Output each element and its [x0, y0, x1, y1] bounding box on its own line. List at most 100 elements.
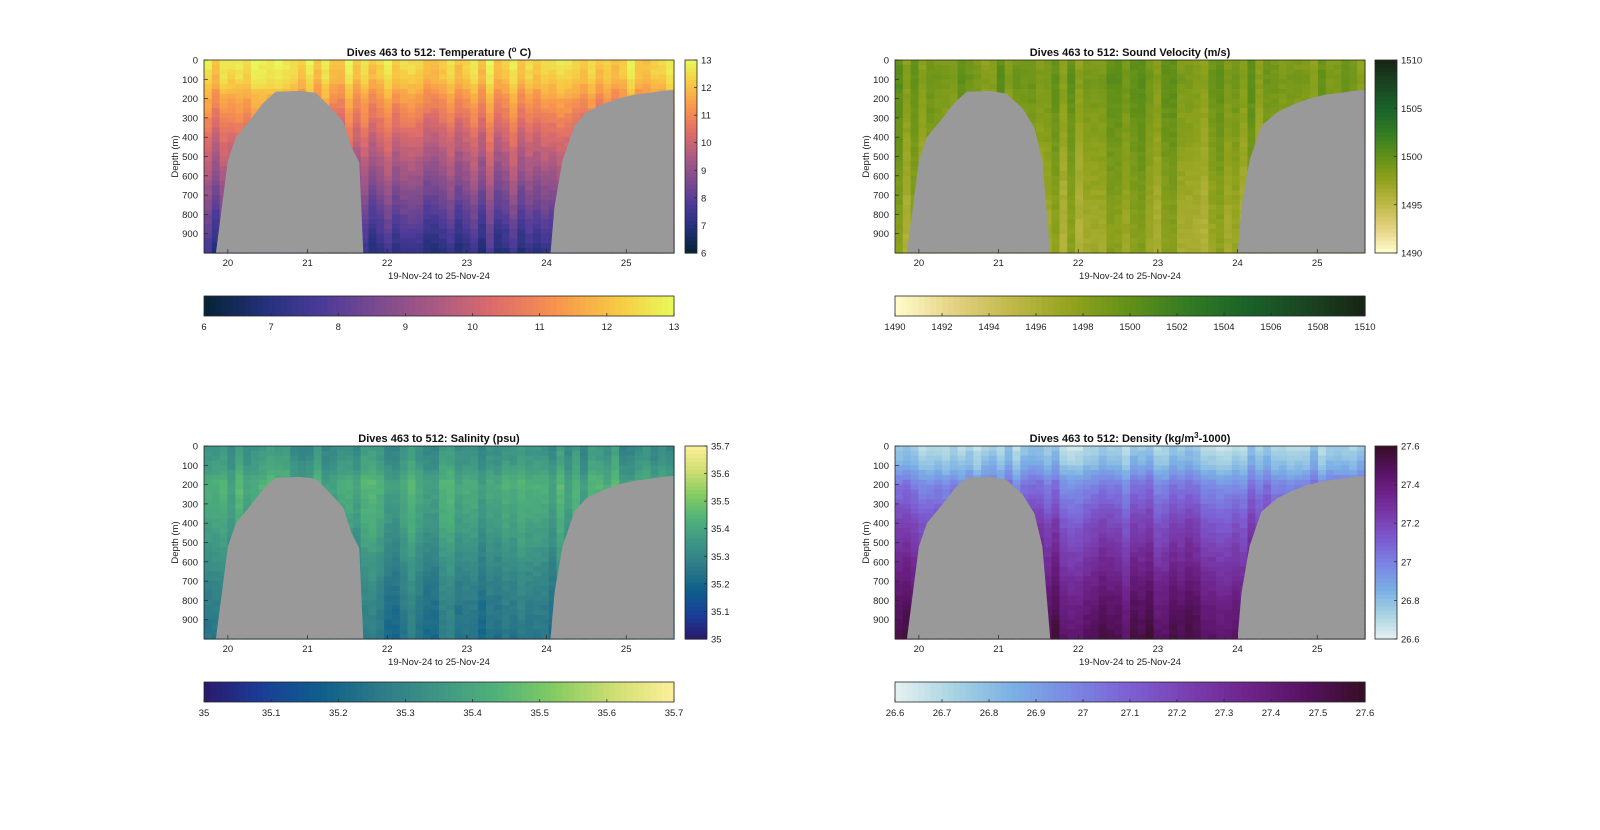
heatmap-cell [1028, 98, 1037, 105]
heatmap-cell [1161, 103, 1170, 109]
heatmap-cell [1325, 74, 1335, 80]
heatmap-cell [942, 103, 951, 109]
heatmap-cell [439, 74, 448, 80]
heatmap-cell [486, 88, 495, 95]
colorbar-swatch [685, 124, 697, 129]
heatmap-cell [533, 175, 542, 182]
heatmap-cell [486, 127, 495, 133]
heatmap-cell [266, 88, 276, 95]
heatmap-cell [1224, 199, 1233, 206]
heatmap-cell [384, 175, 393, 182]
heatmap-cell [423, 233, 432, 240]
heatmap-cell [926, 113, 935, 119]
heatmap-cell [556, 98, 565, 105]
heatmap-cell [368, 69, 377, 76]
heatmap-cell [926, 74, 935, 80]
heatmap-cell [1224, 161, 1233, 167]
heatmap-cell [470, 74, 479, 80]
heatmap-cell [431, 117, 440, 124]
heatmap-cell [423, 146, 432, 153]
heatmap-cell [423, 93, 432, 100]
heatmap-cell [1122, 190, 1131, 196]
heatmap-cell [227, 79, 236, 85]
heatmap-cell [1114, 93, 1123, 100]
heatmap-cell [266, 69, 276, 76]
heatmap-cell [454, 209, 464, 215]
heatmap-cell [1145, 60, 1155, 66]
heatmap-cell [1294, 93, 1303, 100]
colorbar-swatch [450, 296, 458, 316]
heatmap-cell [219, 93, 229, 100]
heatmap-cell [587, 98, 597, 105]
heatmap-cell [454, 248, 464, 254]
heatmap-cell [321, 60, 330, 66]
heatmap-cell [1067, 132, 1076, 138]
heatmap-cell [1192, 248, 1202, 254]
heatmap-cell [1224, 69, 1233, 76]
heatmap-cell [895, 69, 904, 76]
heatmap-cell [376, 195, 385, 201]
heatmap-cell [462, 219, 471, 225]
heatmap-cell [1310, 64, 1319, 71]
heatmap-cell [1051, 93, 1061, 100]
heatmap-cell [1239, 151, 1249, 158]
heatmap-cell [910, 113, 920, 119]
heatmap-cell [1169, 142, 1178, 148]
heatmap-cell [1208, 88, 1217, 95]
heatmap-cell [1083, 190, 1092, 196]
heatmap-cell [1043, 60, 1053, 66]
heatmap-cell [540, 156, 550, 162]
heatmap-cell [902, 103, 912, 109]
heatmap-cell [1224, 166, 1233, 172]
heatmap-cell [352, 88, 362, 95]
heatmap-cell [525, 113, 534, 119]
heatmap-cell [1051, 228, 1061, 235]
heatmap-cell [1231, 137, 1241, 143]
heatmap-cell [1075, 209, 1084, 215]
heatmap-cell [368, 122, 377, 129]
heatmap-cell [525, 156, 534, 162]
heatmap-cell [392, 142, 401, 148]
heatmap-cell [478, 151, 487, 158]
heatmap-cell [1067, 219, 1076, 225]
heatmap-cell [376, 113, 385, 119]
heatmap-cell [431, 224, 440, 230]
heatmap-cell [392, 127, 401, 133]
heatmap-cell [486, 175, 495, 182]
heatmap-cell [1177, 209, 1186, 215]
heatmap-cell [1169, 238, 1178, 244]
x-tick-label: 22 [382, 258, 393, 269]
heatmap-cell [211, 137, 221, 143]
heatmap-cell [1208, 185, 1217, 191]
heatmap-cell [564, 122, 573, 129]
heatmap-cell [1043, 195, 1053, 201]
colorbar-swatch [415, 296, 422, 316]
heatmap-cell [1067, 122, 1076, 129]
heatmap-cell [957, 84, 967, 90]
heatmap-cell [1145, 98, 1155, 105]
heatmap-cell [1043, 84, 1053, 90]
heatmap-cell [509, 60, 518, 66]
heatmap-cell [1122, 185, 1131, 191]
heatmap-cell [486, 122, 495, 129]
heatmap-cell [533, 88, 542, 95]
heatmap-cell [211, 233, 221, 240]
heatmap-cell [1114, 156, 1123, 162]
heatmap-cell [1302, 69, 1311, 76]
heatmap-cell [1067, 69, 1076, 76]
x-tick-label: 24 [541, 258, 552, 269]
heatmap-cell [368, 60, 377, 66]
heatmap-cell [1043, 175, 1053, 182]
heatmap-cell [1153, 79, 1162, 85]
heatmap-cell [493, 88, 503, 95]
heatmap-cell [501, 69, 511, 76]
heatmap-cell [1137, 170, 1147, 177]
heatmap-cell [1036, 108, 1045, 114]
heatmap-cell [407, 248, 417, 254]
heatmap-cell [1106, 161, 1115, 167]
heatmap-cell [478, 228, 487, 235]
heatmap-cell [1310, 60, 1319, 66]
heatmap-cell [446, 151, 456, 158]
heatmap-cell [423, 79, 432, 85]
heatmap-cell [1200, 151, 1209, 158]
